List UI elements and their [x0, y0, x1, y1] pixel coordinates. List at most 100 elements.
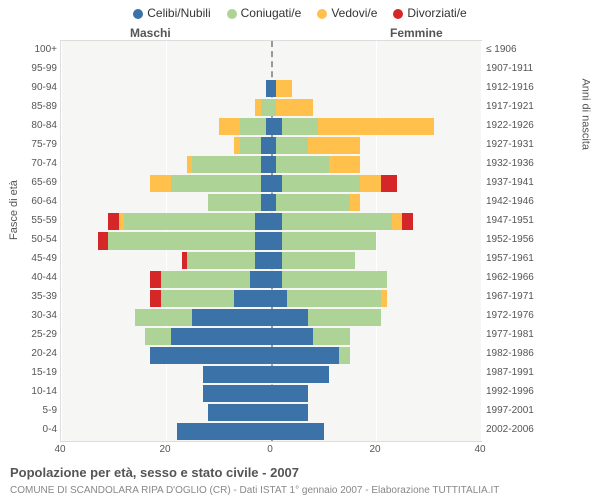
y-label-birth: 1957-1961 — [486, 253, 541, 264]
pyramid-row — [61, 308, 481, 327]
bar-segment — [171, 175, 260, 192]
legend-item: Celibi/Nubili — [133, 6, 210, 20]
bar-male — [150, 347, 271, 364]
bar-segment — [187, 252, 255, 269]
x-tick-label: 0 — [255, 444, 285, 455]
bar-segment — [276, 137, 308, 154]
y-label-age: 45-49 — [2, 253, 57, 264]
bar-male — [234, 137, 271, 154]
x-tick-label: 20 — [150, 444, 180, 455]
bar-male — [208, 404, 271, 421]
bar-male — [98, 232, 271, 249]
bar-segment — [402, 213, 413, 230]
bar-male — [135, 309, 272, 326]
bar-segment — [271, 232, 282, 249]
bar-male — [150, 175, 271, 192]
pyramid-row — [61, 384, 481, 403]
pyramid-row — [61, 327, 481, 346]
pyramid-row — [61, 79, 481, 98]
legend-label: Divorziati/e — [407, 6, 466, 20]
bar-segment — [282, 213, 392, 230]
pyramid-row — [61, 212, 481, 231]
y-label-birth: 1997-2001 — [486, 405, 541, 416]
pyramid-row — [61, 289, 481, 308]
legend: Celibi/NubiliConiugati/eVedovi/eDivorzia… — [0, 6, 600, 20]
bar-segment — [271, 423, 324, 440]
bar-segment — [234, 290, 271, 307]
legend-label: Vedovi/e — [331, 6, 377, 20]
bar-segment — [261, 194, 272, 211]
bar-segment — [271, 271, 282, 288]
bar-segment — [381, 175, 397, 192]
bar-segment — [261, 175, 272, 192]
y-label-age: 60-64 — [2, 196, 57, 207]
bar-segment — [161, 290, 235, 307]
bar-male — [108, 213, 271, 230]
bar-segment — [161, 271, 250, 288]
bar-female — [271, 118, 434, 135]
y-label-birth: 1967-1971 — [486, 291, 541, 302]
bar-segment — [308, 137, 361, 154]
pyramid-row — [61, 346, 481, 365]
bar-female — [271, 175, 397, 192]
x-tick-label: 40 — [465, 444, 495, 455]
pyramid-row — [61, 136, 481, 155]
bar-segment — [145, 328, 171, 345]
y-label-birth: 1917-1921 — [486, 101, 541, 112]
pyramid-row — [61, 98, 481, 117]
bar-segment — [150, 290, 161, 307]
y-label-birth: 1977-1981 — [486, 329, 541, 340]
bar-segment — [240, 118, 266, 135]
y-label-age: 65-69 — [2, 177, 57, 188]
bar-segment — [271, 328, 313, 345]
pyramid-row — [61, 193, 481, 212]
bar-segment — [271, 118, 282, 135]
bar-segment — [208, 194, 261, 211]
plot-area — [60, 40, 482, 442]
bar-female — [271, 404, 308, 421]
bar-segment — [219, 118, 240, 135]
y-label-age: 95-99 — [2, 63, 57, 74]
pyramid-row — [61, 251, 481, 270]
pyramid-row — [61, 365, 481, 384]
bar-segment — [208, 404, 271, 421]
bar-segment — [261, 99, 272, 116]
pyramid-row — [61, 155, 481, 174]
y-label-birth: 1987-1991 — [486, 367, 541, 378]
y-label-age: 20-24 — [2, 348, 57, 359]
pyramid-row — [61, 403, 481, 422]
legend-item: Divorziati/e — [393, 6, 466, 20]
y-label-age: 75-79 — [2, 139, 57, 150]
bar-segment — [171, 328, 271, 345]
bar-female — [271, 252, 355, 269]
bar-segment — [250, 271, 271, 288]
bar-female — [271, 328, 350, 345]
y-label-birth: 1907-1911 — [486, 63, 541, 74]
pyramid-row — [61, 60, 481, 79]
bar-segment — [287, 290, 382, 307]
y-label-birth: 1937-1941 — [486, 177, 541, 188]
bar-segment — [261, 156, 272, 173]
bar-female — [271, 232, 376, 249]
y-label-age: 55-59 — [2, 215, 57, 226]
bar-segment — [271, 252, 282, 269]
bar-male — [177, 423, 272, 440]
bar-segment — [255, 232, 271, 249]
bar-male — [203, 366, 271, 383]
bar-segment — [98, 232, 109, 249]
bar-segment — [276, 194, 350, 211]
y-label-birth: 1947-1951 — [486, 215, 541, 226]
bar-female — [271, 366, 329, 383]
chart-subtitle: COMUNE DI SCANDOLARA RIPA D'OGLIO (CR) -… — [10, 485, 499, 496]
bar-segment — [255, 213, 271, 230]
bar-segment — [271, 290, 287, 307]
bar-female — [271, 156, 360, 173]
bar-male — [255, 99, 271, 116]
y-label-birth: 1992-1996 — [486, 386, 541, 397]
bar-segment — [271, 385, 308, 402]
pyramid-row — [61, 117, 481, 136]
y-label-age: 0-4 — [2, 424, 57, 435]
bar-female — [271, 347, 350, 364]
bar-segment — [261, 137, 272, 154]
chart-title: Popolazione per età, sesso e stato civil… — [10, 465, 299, 480]
